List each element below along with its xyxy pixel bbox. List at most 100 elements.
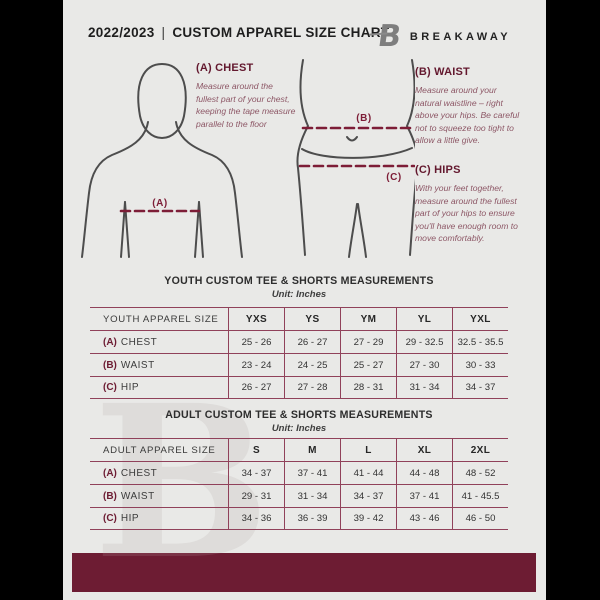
row-label-text: CHEST <box>120 336 158 348</box>
brand-lockup: B BREAKAWAY <box>369 19 511 54</box>
table-cell: 32.5 - 35.5 <box>452 330 508 353</box>
table-cell: 34 - 37 <box>452 376 508 399</box>
waist-guide-heading: (B) WAIST <box>415 66 470 78</box>
table-cell: 29 - 32.5 <box>396 330 452 353</box>
figure-waistband-curve <box>301 147 413 159</box>
lower-body-figure: (B) (C) <box>296 59 415 258</box>
chest-line-label: (A) <box>152 198 167 209</box>
figure-right-inner-leg <box>357 203 367 258</box>
chest-guide: (A) CHEST Measure around the fullest par… <box>196 62 296 130</box>
table-cell: 36 - 39 <box>284 507 340 530</box>
page-title: 2022/2023 | CUSTOM APPAREL SIZE CHART <box>88 25 389 40</box>
waist-guide-text: Measure around your natural waistline – … <box>415 85 520 146</box>
adult-waist-row-label: (B) WAIST <box>90 484 228 507</box>
adult-chest-row-label: (A) CHEST <box>90 461 228 484</box>
adult-col-2xl: 2XL <box>452 438 508 461</box>
adult-size-table: ADULT APPAREL SIZE S M L XL 2XL (A) CHEST… <box>90 438 508 530</box>
page-header: 2022/2023 | CUSTOM APPAREL SIZE CHART B BR… <box>63 19 546 54</box>
table-cell: 48 - 52 <box>452 461 508 484</box>
row-label-text: WAIST <box>120 490 155 502</box>
table-cell: 28 - 31 <box>340 376 396 399</box>
table-cell: 46 - 50 <box>452 507 508 530</box>
figure-left-side-outline <box>296 59 310 256</box>
size-chart-page: B 2022/2023 | CUSTOM APPAREL SIZE CHART B … <box>63 0 546 600</box>
adult-size-label-header: ADULT APPAREL SIZE <box>90 438 228 461</box>
youth-col-yxl: YXL <box>452 307 508 330</box>
youth-hip-row-label: (C) HIP <box>90 376 228 399</box>
brand-name: BREAKAWAY <box>409 31 511 43</box>
hip-line-label: (C) <box>386 172 401 183</box>
marker-c: (C) <box>103 513 117 524</box>
table-cell: 26 - 27 <box>284 330 340 353</box>
table-cell: 25 - 27 <box>340 353 396 376</box>
adult-col-m: M <box>284 438 340 461</box>
table-cell: 34 - 36 <box>228 507 284 530</box>
adult-col-l: L <box>340 438 396 461</box>
youth-col-ym: YM <box>340 307 396 330</box>
adult-col-xl: XL <box>396 438 452 461</box>
figure-right-side-outline <box>405 59 415 256</box>
table-cell: 34 - 37 <box>228 461 284 484</box>
table-cell: 37 - 41 <box>284 461 340 484</box>
table-cell: 44 - 48 <box>396 461 452 484</box>
marker-a: (A) <box>103 467 117 479</box>
youth-chest-row-label: (A) CHEST <box>90 330 228 353</box>
figure-right-arm-outline <box>175 121 243 258</box>
title-text: CUSTOM APPAREL SIZE CHART <box>172 25 390 40</box>
breakaway-watermark-letter: B <box>93 359 271 600</box>
table-cell: 26 - 27 <box>228 376 284 399</box>
table-cell: 43 - 46 <box>396 507 452 530</box>
hips-guide-text: With your feet together, measure around … <box>415 183 518 244</box>
figure-navel <box>346 136 358 142</box>
table-cell: 34 - 37 <box>340 484 396 507</box>
hips-guide: (C) HIPS With your feet together, measur… <box>415 164 527 245</box>
figure-left-inner-leg <box>348 203 358 258</box>
row-label-text: WAIST <box>120 359 155 371</box>
breakaway-watermark-on-bar: B <box>93 553 271 588</box>
youth-col-yxs: YXS <box>228 307 284 330</box>
youth-waist-row-label: (B) WAIST <box>90 353 228 376</box>
marker-b: (B) <box>103 359 117 371</box>
row-label-text: CHEST <box>120 467 158 479</box>
youth-size-table: YOUTH APPAREL SIZE YXS YS YM YL YXL (A) C… <box>90 307 508 399</box>
table-cell: 25 - 26 <box>228 330 284 353</box>
adult-table-title: ADULT CUSTOM TEE & SHORTS MEASUREMENTS <box>165 409 433 421</box>
title-separator: | <box>161 25 166 40</box>
marker-b: (B) <box>103 490 117 502</box>
table-cell: 29 - 31 <box>228 484 284 507</box>
table-cell: 27 - 29 <box>340 330 396 353</box>
table-cell: 39 - 42 <box>340 507 396 530</box>
figure-left-arm-outline <box>81 121 149 258</box>
chest-guide-heading: (A) CHEST <box>196 62 254 74</box>
table-cell: 23 - 24 <box>228 353 284 376</box>
chest-guide-text: Measure around the fullest part of your … <box>196 81 296 129</box>
table-cell: 27 - 30 <box>396 353 452 376</box>
adult-hip-row-label: (C) HIP <box>90 507 228 530</box>
row-label-text: HIP <box>120 513 140 524</box>
table-cell: 24 - 25 <box>284 353 340 376</box>
row-label-text: HIP <box>120 382 140 393</box>
youth-table-unit: Unit: Inches <box>271 289 327 300</box>
youth-size-label-header: YOUTH APPAREL SIZE <box>90 307 228 330</box>
table-cell: 31 - 34 <box>284 484 340 507</box>
marker-a: (A) <box>103 336 117 348</box>
adult-table-unit: Unit: Inches <box>271 423 327 434</box>
youth-table-title: YOUTH CUSTOM TEE & SHORTS MEASUREMENTS <box>164 275 434 287</box>
figure-head-outline <box>137 62 187 140</box>
hips-guide-heading: (C) HIPS <box>415 164 461 176</box>
table-cell: 41 - 45.5 <box>452 484 508 507</box>
footer-accent-bar: B <box>72 553 536 592</box>
breakaway-logo-icon: B <box>369 19 404 54</box>
table-cell: 30 - 33 <box>452 353 508 376</box>
waist-guide: (B) WAIST Measure around your natural wa… <box>415 66 525 147</box>
upper-body-figure: (A) <box>81 62 243 258</box>
table-cell: 37 - 41 <box>396 484 452 507</box>
adult-col-s: S <box>228 438 284 461</box>
title-year: 2022/2023 <box>88 25 155 40</box>
logo-letter: B <box>375 19 404 54</box>
table-cell: 31 - 34 <box>396 376 452 399</box>
youth-col-ys: YS <box>284 307 340 330</box>
table-cell: 27 - 28 <box>284 376 340 399</box>
waist-line-label: (B) <box>356 113 371 124</box>
youth-col-yl: YL <box>396 307 452 330</box>
